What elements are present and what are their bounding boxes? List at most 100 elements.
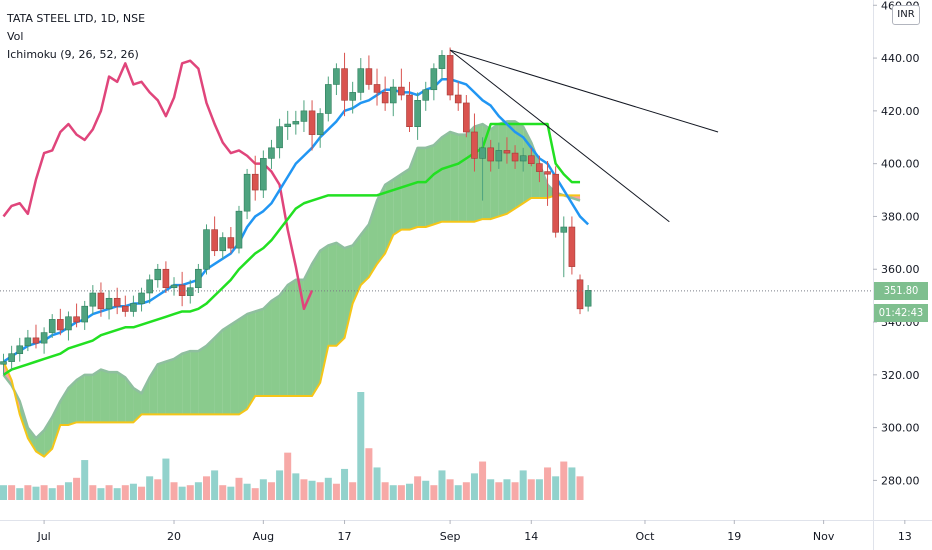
kumo-cloud-segment [393, 174, 402, 235]
kumo-cloud-segment [157, 361, 166, 415]
price-tick-label: 300.00 [881, 422, 920, 435]
candle-body [430, 68, 438, 91]
kumo-cloud-segment [52, 401, 61, 449]
kumo-cloud-segment [109, 372, 118, 423]
volume-bar [487, 479, 495, 500]
candle-body [73, 316, 80, 323]
candle-body [146, 279, 153, 294]
volume-bar [495, 482, 503, 500]
time-tick-label: Sep [440, 530, 461, 543]
kumo-cloud-segment [165, 358, 175, 415]
ichimoku-indicator-label[interactable]: Ichimoku (9, 26, 52, 26) [7, 48, 139, 61]
kumo-cloud-segment [100, 369, 110, 423]
candle-body [97, 292, 105, 310]
candle-body [576, 279, 584, 310]
candle-body [471, 131, 478, 159]
time-tick-label: 13 [898, 530, 912, 543]
candle-body [81, 305, 88, 323]
candle-body [519, 155, 527, 162]
candle-body [235, 210, 243, 249]
candle-body [300, 110, 308, 122]
currency-badge[interactable]: INR [892, 5, 920, 25]
candle-body [422, 89, 430, 101]
kumo-cloud-segment [271, 295, 280, 396]
candle-body [495, 150, 503, 162]
kumo-cloud-segment [377, 184, 386, 264]
volume-bar [479, 461, 487, 500]
trendline [449, 49, 670, 223]
candle-body [308, 110, 316, 135]
candle-body [211, 229, 218, 252]
candle-body [568, 226, 576, 267]
volume-bar [162, 458, 170, 500]
kumo-cloud-segment [68, 380, 77, 425]
candle-body [333, 68, 340, 85]
candle-body [552, 173, 559, 233]
kumo-cloud-segment [506, 121, 516, 214]
candle-body [454, 94, 462, 104]
candle-body [292, 121, 300, 125]
time-tick-label: Oct [635, 530, 655, 543]
volume-indicator-label[interactable]: Vol [7, 30, 24, 43]
kumo-cloud-segment [344, 245, 353, 338]
volume-bar [357, 392, 365, 500]
volume-bar [40, 485, 48, 500]
volume-bar [454, 485, 462, 500]
volume-bar [170, 482, 178, 500]
candle-body [227, 237, 235, 249]
candle-body [536, 163, 543, 172]
volume-bar [422, 480, 430, 500]
candle-body [316, 113, 324, 135]
trendline [449, 49, 719, 133]
candle-body [130, 303, 137, 312]
volume-bar [397, 485, 405, 500]
volume-bar [81, 460, 89, 500]
volume-bar [276, 470, 284, 500]
candle-body [503, 150, 511, 154]
time-tick-label: Aug [253, 530, 274, 543]
volume-bar [381, 482, 389, 500]
volume-bar [211, 470, 219, 500]
volume-bar [560, 461, 568, 500]
volume-bar [105, 485, 113, 500]
volume-bar [89, 485, 97, 500]
volume-bar [235, 477, 243, 500]
kumo-cloud-segment [287, 279, 296, 396]
volume-bar [341, 468, 349, 500]
volume-bar [373, 467, 381, 500]
kumo-cloud-segment [450, 131, 459, 222]
candle-body [65, 316, 72, 331]
candle-body [276, 126, 283, 149]
candle-body [260, 158, 267, 191]
volume-bar [186, 485, 194, 500]
volume-bar [365, 448, 373, 500]
candle-body [268, 147, 275, 159]
volume-bar [332, 483, 340, 500]
kumo-cloud-segment [312, 250, 321, 396]
volume-bar [154, 479, 162, 500]
candle-body [186, 287, 194, 296]
price-tick-label: 360.00 [881, 263, 920, 276]
candle-body [373, 84, 381, 93]
volume-bar [178, 486, 186, 500]
kumo-cloud-segment [409, 147, 418, 230]
kumo-cloud-segment [385, 179, 394, 254]
price-tick-label: 280.00 [881, 474, 920, 487]
volume-bar [121, 485, 129, 500]
kumo-cloud-segment [247, 311, 256, 410]
candle-body [544, 171, 551, 175]
candle-body [381, 92, 389, 104]
volume-bar [16, 488, 24, 500]
kumo-cloud-segment [401, 168, 410, 230]
candle-body [105, 297, 113, 310]
candle-body [113, 297, 121, 307]
kumo-cloud-segment [458, 134, 467, 222]
kumo-cloud-segment [238, 314, 248, 415]
volume-bar [308, 480, 316, 500]
candle-body [438, 55, 446, 69]
volume-bar [48, 488, 56, 500]
volume-bar [146, 476, 154, 500]
volume-bar [219, 485, 227, 500]
